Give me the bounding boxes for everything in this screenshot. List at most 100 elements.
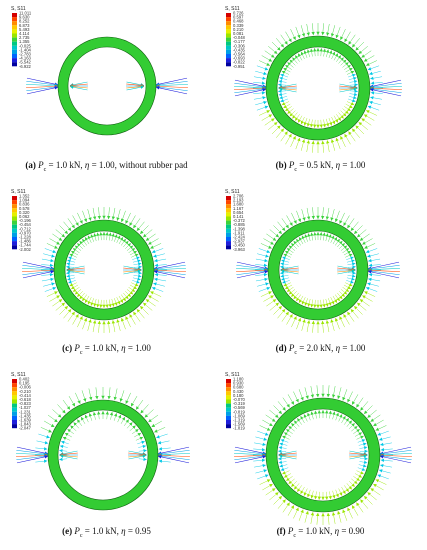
load-arrow-shaft (22, 264, 55, 270)
legend-value: 0.062 (19, 214, 30, 219)
load-arrow-head (350, 70, 355, 74)
load-arrow-head (361, 54, 366, 58)
ring-outer-edge (265, 397, 381, 513)
load-arrow-head (70, 425, 74, 429)
load-arrow-head (345, 288, 350, 292)
load-arrow-head (125, 220, 129, 224)
load-arrow-head (286, 429, 290, 433)
load-arrow-head (311, 215, 315, 220)
load-arrow-head (370, 96, 374, 100)
load-arrow-head (262, 96, 266, 100)
load-arrow-head (321, 513, 325, 517)
load-arrow-head (331, 394, 336, 398)
load-arrow-head (352, 401, 356, 405)
load-arrow-head (325, 233, 329, 237)
load-arrow-head (279, 454, 283, 458)
load-arrow-head (379, 469, 383, 473)
load-arrow-head (297, 137, 301, 142)
load-arrow-head (306, 123, 311, 127)
load-arrow-head (133, 285, 137, 289)
load-arrow-head (334, 218, 339, 223)
load-arrow-head (291, 243, 295, 247)
load-arrow-head (85, 237, 89, 241)
load-arrow-shaft (26, 77, 59, 86)
load-arrow-head (305, 511, 309, 515)
load-arrow-head (380, 458, 385, 463)
load-arrow-head (356, 429, 360, 433)
load-arrow-head (300, 490, 304, 494)
load-arrow-head (285, 65, 289, 69)
legend-value: 2.193 (233, 198, 244, 203)
load-arrow-head (351, 269, 355, 273)
load-arrow-shaft (234, 79, 267, 88)
load-arrow-head (370, 91, 375, 95)
load-arrow-head (304, 302, 308, 306)
load-arrow-head (93, 303, 97, 307)
load-arrow-head (369, 100, 373, 105)
stress-plot-b: S, S11 0.7260.5970.4680.3390.2100.081-0.… (225, 6, 402, 153)
load-arrow-shaft (234, 88, 267, 97)
load-arrow-head (356, 477, 360, 481)
legend-value: 0.836 (19, 202, 30, 207)
legend-value: -2.783 (19, 52, 32, 57)
load-arrow-head (288, 133, 292, 138)
load-arrow-head (295, 398, 299, 403)
load-arrows (234, 23, 402, 153)
load-arrow-head (102, 232, 106, 236)
load-arrow-head (367, 414, 371, 418)
load-arrow-shaft (22, 270, 55, 279)
load-arrow-head (360, 407, 364, 411)
load-arrow-head (268, 58, 273, 62)
load-arrow-head (133, 311, 137, 316)
legend-value: -1.843 (19, 422, 32, 427)
load-arrow-head (351, 423, 355, 427)
load-arrow-head (133, 224, 137, 229)
load-arrow-shaft (234, 449, 267, 455)
load-arrow-head (137, 433, 142, 437)
legend-swatch (226, 383, 231, 388)
load-arrow-head (287, 62, 291, 66)
load-arrow-head (137, 262, 142, 266)
load-arrow-head (48, 429, 52, 433)
load-arrow-head (280, 43, 284, 48)
load-arrow-head (375, 427, 380, 431)
load-arrow-shaft (236, 264, 269, 270)
load-arrow-shaft (155, 77, 188, 86)
legend-swatch (12, 241, 17, 246)
load-arrow-shaft (26, 86, 59, 92)
load-arrow-head (321, 410, 325, 414)
load-arrow-head (292, 36, 296, 40)
load-arrow-head (367, 282, 371, 286)
load-arrow-head (271, 418, 276, 422)
load-arrow-head (358, 474, 362, 478)
load-arrow-head (154, 258, 158, 263)
load-arrow-head (262, 88, 266, 92)
legend-swatch (12, 403, 17, 408)
load-arrow-head (71, 311, 75, 316)
load-arrow-shaft (379, 453, 412, 456)
load-arrow-head (368, 270, 372, 274)
load-arrow-head (52, 249, 57, 254)
load-arrow-head (281, 227, 286, 231)
legend-value: -0.372 (233, 218, 246, 223)
load-arrow-head (284, 432, 288, 436)
load-arrow-head (268, 245, 272, 249)
load-arrow-head (270, 118, 275, 122)
load-arrow-head (275, 302, 279, 307)
load-arrow-head (285, 285, 289, 289)
stress-plot-f: S, S11 1.1800.9300.6800.4300.180-0.070-0… (225, 372, 412, 525)
load-arrow-head (351, 277, 355, 281)
load-arrow-shaft (22, 269, 55, 272)
load-arrow-head (144, 414, 149, 418)
load-arrow-head (303, 492, 307, 496)
load-arrow-head (343, 222, 347, 226)
legend-color-bar (226, 379, 231, 429)
load-arrow-head (288, 38, 292, 43)
load-arrows (26, 77, 188, 95)
load-arrow-head (142, 454, 146, 458)
load-arrow-head (68, 280, 72, 284)
load-arrow-head (370, 81, 375, 85)
load-arrow-head (347, 311, 351, 316)
legend-swatch (12, 395, 17, 400)
load-arrow-head (370, 76, 374, 80)
